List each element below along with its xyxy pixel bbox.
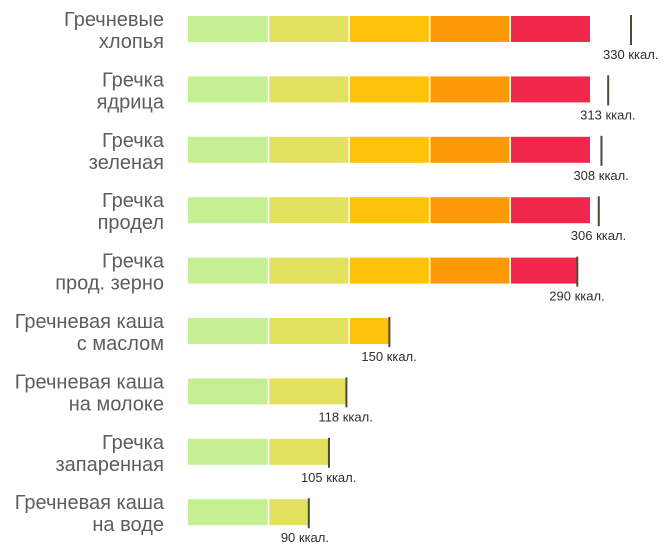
category-label-line: продел — [98, 212, 164, 234]
bar-segment — [510, 257, 578, 284]
category-label-line: Гречневые — [64, 9, 164, 31]
bar-segment — [269, 76, 349, 103]
value-label: 118 ккал. — [318, 409, 372, 424]
category-label-line: Гречка — [102, 130, 165, 152]
bar-segment — [269, 16, 349, 42]
category-label-line: Гречка — [102, 251, 165, 273]
bar-segment — [269, 136, 349, 163]
bar-segment — [188, 438, 268, 465]
category-label-line: Гречка — [102, 432, 165, 454]
bar-row: Гречка зеленая 308 ккал. — [89, 130, 629, 183]
bar-segment — [269, 318, 349, 344]
bar-segment — [430, 76, 510, 103]
bar-row: Гречка прод. зерно 290 ккал. — [55, 251, 604, 304]
bar-segment — [188, 197, 268, 224]
bar-segment — [430, 197, 510, 224]
bar-segment — [188, 136, 268, 163]
bar-row: Гречка ядрица 313 ккал. — [97, 69, 636, 122]
bar-segment — [349, 197, 429, 224]
category-label: Гречневая каша на молоке — [15, 371, 165, 415]
category-label-line: запаренная — [55, 454, 164, 476]
category-label-line: ядрица — [97, 91, 165, 113]
value-label: 306 ккал. — [571, 228, 626, 243]
value-label: 105 ккал. — [301, 470, 356, 485]
bar-row: Гречка продел 306 ккал. — [98, 190, 627, 243]
category-label-line: на молоке — [69, 393, 164, 415]
bar-segment — [188, 76, 268, 103]
bar-segment — [430, 257, 510, 284]
bar-segment — [510, 16, 590, 42]
bar-row: Гречневые хлопья 330 ккал. — [64, 9, 658, 62]
category-label-line: Гречка — [102, 190, 165, 212]
category-label: Гречка ядрица — [97, 69, 165, 113]
bar-row: Гречневая каша на молоке 118 ккал. — [15, 371, 373, 424]
bar-row: Гречневая каша с маслом 150 ккал. — [15, 311, 417, 364]
bar-segment — [430, 16, 510, 42]
category-label: Гречка прод. зерно — [55, 251, 165, 295]
bar-segment — [188, 499, 268, 526]
value-label: 330 ккал. — [603, 47, 658, 62]
bar-segment — [188, 16, 268, 42]
category-label-line: Гречневая каша — [15, 371, 165, 393]
bar-segment — [349, 257, 429, 284]
bar-segment — [510, 76, 590, 103]
bar-segment — [269, 378, 347, 405]
category-label: Гречневая каша на воде — [15, 492, 165, 536]
value-label: 308 ккал. — [573, 168, 628, 183]
value-label: 150 ккал. — [361, 349, 416, 364]
bar-segment — [188, 257, 268, 284]
category-label-line: Гречка — [102, 69, 165, 91]
value-label: 290 ккал. — [549, 289, 604, 304]
category-label: Гречневая каша с маслом — [15, 311, 165, 355]
category-label-line: прод. зерно — [55, 273, 164, 295]
bar-segment — [269, 257, 349, 284]
bar-row: Гречка запаренная 105 ккал. — [55, 432, 356, 485]
bar-segment — [349, 136, 429, 163]
bar-row: Гречневая каша на воде 90 ккал. — [15, 492, 329, 545]
bar-segment — [349, 76, 429, 103]
bar-segment — [510, 136, 590, 163]
category-label: Гречка запаренная — [55, 432, 164, 476]
value-label: 313 ккал. — [580, 107, 635, 122]
category-label-line: Гречневая каша — [15, 492, 165, 514]
category-label-line: на воде — [92, 514, 164, 536]
category-label: Гречка зеленая — [89, 130, 165, 174]
category-label-line: с маслом — [77, 333, 164, 355]
category-label-line: хлопья — [99, 31, 164, 53]
category-label-line: Гречневая каша — [15, 311, 165, 333]
bar-segment — [188, 318, 268, 344]
category-label: Гречневые хлопья — [64, 9, 164, 53]
bar-segment — [510, 197, 590, 224]
category-label: Гречка продел — [98, 190, 165, 234]
bar-segment — [349, 16, 429, 42]
bar-segment — [188, 378, 268, 405]
bar-segment — [269, 499, 309, 526]
bar-segment — [269, 197, 349, 224]
bar-segment — [269, 438, 329, 465]
bar-segment — [430, 136, 510, 163]
category-label-line: зеленая — [89, 152, 164, 174]
bar-segment — [349, 318, 390, 344]
value-label: 90 ккал. — [281, 530, 329, 545]
